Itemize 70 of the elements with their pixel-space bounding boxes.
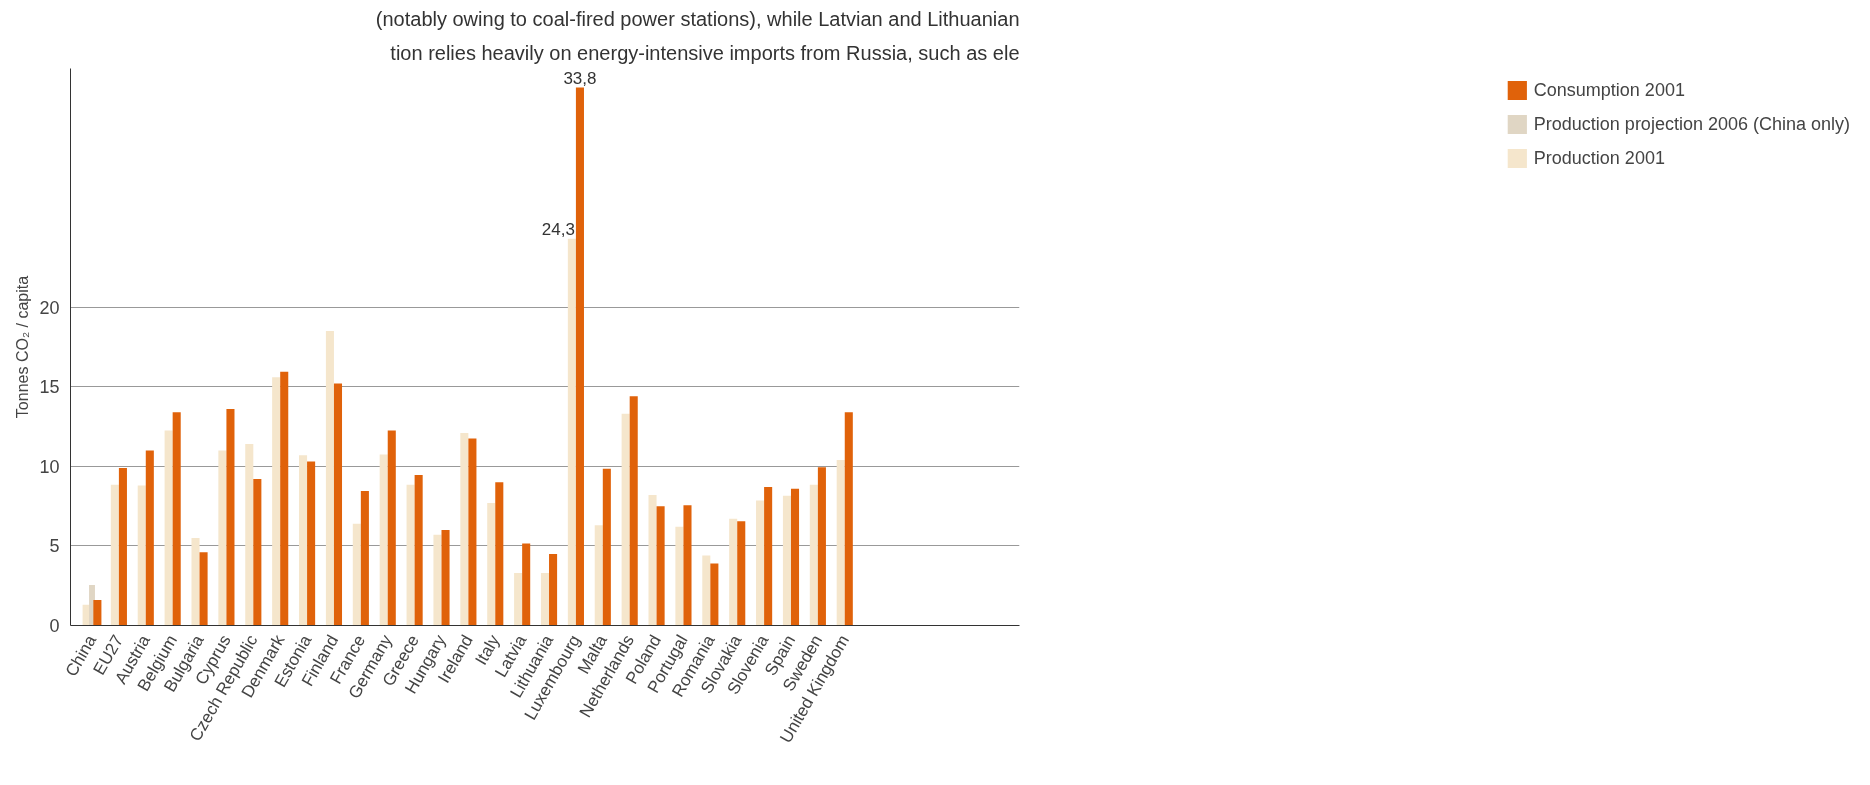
bar xyxy=(145,450,154,626)
bar xyxy=(172,412,181,626)
bar xyxy=(549,553,558,626)
y-tick-label: 5 xyxy=(49,536,60,557)
bar xyxy=(460,432,469,626)
bar xyxy=(514,572,523,626)
y-axis-title: Tonnes CO₂ / capita xyxy=(14,275,32,419)
y-tick-label: 20 xyxy=(39,297,60,318)
bar xyxy=(110,484,119,626)
bar xyxy=(621,413,630,626)
bar xyxy=(790,488,800,626)
bar xyxy=(333,383,343,626)
bar xyxy=(737,521,746,626)
y-tick-label: 15 xyxy=(39,377,60,398)
bar xyxy=(540,572,550,626)
bar xyxy=(387,430,396,626)
bar xyxy=(683,505,692,626)
bar xyxy=(567,238,576,626)
bar xyxy=(675,526,684,626)
bar xyxy=(253,479,262,626)
bar xyxy=(575,87,584,626)
bar xyxy=(360,491,369,626)
bar xyxy=(307,461,316,626)
bar xyxy=(702,555,711,626)
bar xyxy=(199,552,208,626)
bar xyxy=(441,530,450,626)
bar xyxy=(468,438,477,626)
legend-label: Consumption 2001 xyxy=(1533,79,1685,101)
bar xyxy=(272,377,281,626)
bar xyxy=(782,495,791,626)
bar xyxy=(629,396,638,626)
bar xyxy=(414,475,423,626)
bar xyxy=(495,482,504,626)
bar xyxy=(594,525,603,626)
bar xyxy=(648,495,657,626)
bar xyxy=(245,444,254,626)
y-tick-label: 10 xyxy=(39,456,60,477)
legend-label: Production 2001 xyxy=(1533,147,1665,169)
legend-label: Production projection 2006 (China only) xyxy=(1533,113,1850,135)
bar xyxy=(191,537,200,626)
bar xyxy=(433,534,442,626)
data-label: 24,3 xyxy=(541,219,575,239)
bar xyxy=(656,506,665,626)
bar xyxy=(710,563,719,626)
bar xyxy=(379,454,388,626)
bar xyxy=(522,543,531,626)
text: tion relies heavily on energy-intensive imports from Russia, such as ele xyxy=(390,41,1020,64)
bar xyxy=(817,467,826,626)
bar xyxy=(164,430,173,626)
data-label: 33,8 xyxy=(563,68,597,88)
bar xyxy=(352,523,361,626)
bar xyxy=(299,455,308,626)
bar xyxy=(118,467,127,626)
bar xyxy=(756,500,765,626)
y-tick-label: 0 xyxy=(49,616,60,636)
bar xyxy=(602,468,611,626)
bar xyxy=(218,450,227,626)
bar xyxy=(836,459,845,626)
bar xyxy=(280,371,289,626)
bar xyxy=(487,502,496,626)
bar xyxy=(406,484,415,626)
bar xyxy=(137,485,146,626)
bar xyxy=(325,331,334,626)
bar xyxy=(729,518,738,626)
bar xyxy=(764,487,773,626)
bar xyxy=(844,412,853,626)
text: (notably owing to coal-fired power stations), while Latvian and Lithuanian xyxy=(375,7,1020,30)
bar xyxy=(93,600,102,626)
bar xyxy=(809,484,818,626)
bar xyxy=(226,409,235,626)
